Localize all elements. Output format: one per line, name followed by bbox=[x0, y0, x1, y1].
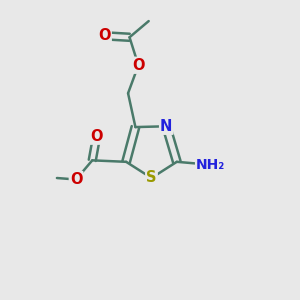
Text: NH₂: NH₂ bbox=[196, 158, 225, 172]
Text: O: O bbox=[70, 172, 82, 187]
Text: N: N bbox=[160, 119, 172, 134]
Text: O: O bbox=[98, 28, 111, 43]
Text: O: O bbox=[132, 58, 145, 73]
Text: S: S bbox=[146, 170, 157, 185]
Text: O: O bbox=[90, 129, 103, 144]
